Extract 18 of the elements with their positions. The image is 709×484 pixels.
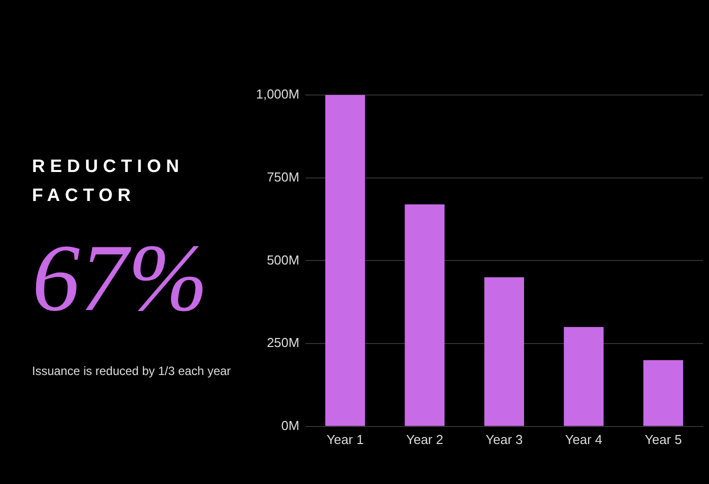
y-tick-label: 250M — [266, 335, 300, 350]
text: REDUCTION FACTOR — [32, 155, 185, 207]
x-tick-label: Year 4 — [565, 432, 602, 447]
y-tick-label: 0M — [281, 418, 300, 433]
bar — [643, 360, 684, 426]
bar — [564, 326, 604, 426]
text: Issuance is reduced by 1/3 each year — [32, 364, 231, 378]
bar — [404, 204, 445, 426]
bar — [484, 277, 524, 426]
x-tick-label: Year 3 — [486, 432, 523, 447]
y-tick-label: 750M — [266, 169, 300, 184]
y-tick-label: 500M — [266, 252, 300, 268]
text: 67% — [32, 224, 208, 331]
x-tick-label: Year 1 — [326, 432, 364, 447]
x-tick-label: Year 5 — [644, 432, 682, 447]
bar — [325, 95, 366, 426]
y-tick-label: 1,000M — [256, 86, 300, 102]
x-tick-label: Year 2 — [406, 432, 444, 447]
